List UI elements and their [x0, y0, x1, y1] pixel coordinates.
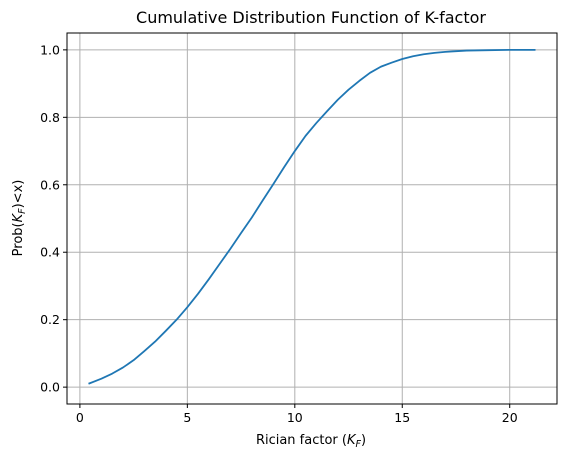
x-axis-label-main: Rician factor (	[256, 433, 347, 448]
x-tick-label: 5	[183, 410, 191, 425]
y-axis-label-sub: F	[17, 208, 28, 214]
x-axis-label: Rician factor (KF)	[256, 433, 366, 450]
y-tick-label: 1.0	[40, 42, 60, 57]
y-axis-label-var: K	[11, 212, 26, 222]
y-tick-label: 0.0	[40, 380, 60, 395]
x-tick-label: 20	[502, 410, 518, 425]
y-tick-label: 0.4	[40, 245, 60, 260]
x-axis-ticks: 0 5 10 15 20	[76, 404, 518, 425]
y-tick-label: 0.2	[40, 312, 60, 327]
x-axis-label-sub: F	[356, 439, 362, 450]
plot-frame	[66, 32, 558, 405]
chart-title: Cumulative Distribution Function of K-fa…	[136, 8, 486, 27]
y-tick-label: 0.8	[40, 110, 60, 125]
cdf-series-line	[88, 48, 536, 385]
y-axis-label-end: )<x)	[11, 180, 26, 209]
grid	[67, 33, 557, 404]
y-axis-label-main: Prob(	[11, 222, 26, 256]
y-axis-ticks: 0.0 0.2 0.4 0.6 0.8 1.0	[40, 42, 67, 395]
series-layer	[88, 48, 536, 385]
x-axis-label-var: K	[347, 433, 357, 448]
x-tick-label: 10	[287, 410, 303, 425]
y-tick-label: 0.6	[40, 177, 60, 192]
y-axis-label: Prob(KF)<x)	[11, 180, 28, 257]
x-tick-label: 15	[394, 410, 410, 425]
x-axis-label-end: )	[361, 433, 366, 448]
x-tick-label: 0	[76, 410, 84, 425]
